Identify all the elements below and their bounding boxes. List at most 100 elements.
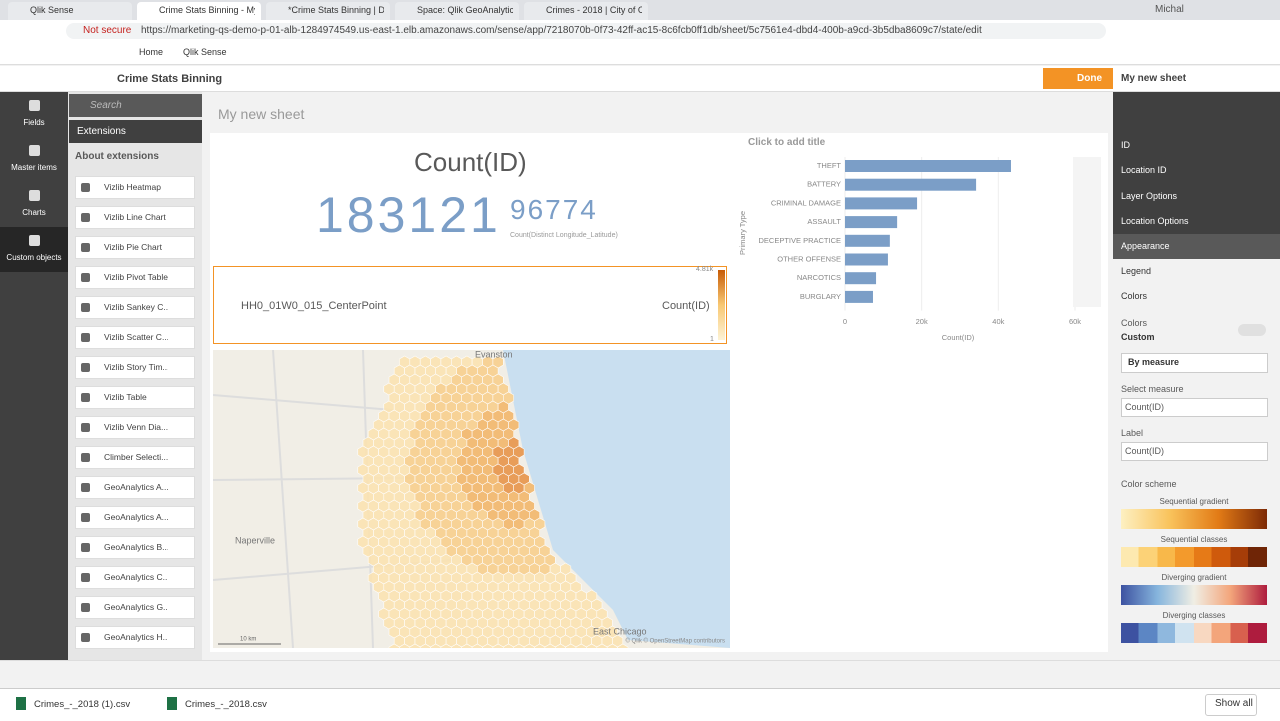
asset-item[interactable] [75,446,195,469]
colors-toggle[interactable] [1238,324,1266,336]
kpi-secondary: 96774 [510,194,598,225]
legend-measure: Count(ID) [662,300,710,312]
label-value: Count(ID) [1125,446,1165,456]
browser-tab[interactable] [524,2,648,20]
url: https://marketing-qs-demo-p-01-alb-12849… [141,25,982,36]
bar-title[interactable]: Click to add title [748,137,826,148]
category-label: ASSAULT [807,217,841,226]
colors-value: Custom [1121,332,1155,342]
label-input[interactable] [1121,442,1268,461]
sheet-name: My new sheet [1121,73,1187,84]
nav-label[interactable]: Custom objects [6,253,62,262]
asset-label: GeoAnalytics G... [104,602,168,612]
security-label: Not secure [83,25,132,36]
nav-active [0,227,68,272]
legend-layer: HH0_01W0_015_CenterPoint [241,300,387,312]
legend-gradient [718,270,725,340]
property-section[interactable]: Location Options [1121,215,1189,226]
asset-item[interactable] [75,206,195,229]
scheme-name: Diverging gradient [1161,573,1227,582]
asset-item[interactable] [75,566,195,589]
browser-tab[interactable] [266,2,390,20]
bookmark[interactable]: Qlik Sense [183,47,227,57]
scheme-name: Sequential gradient [1159,497,1229,506]
scheme-ramp[interactable] [1121,623,1267,643]
color-mode: By measure [1128,357,1180,367]
map-label: Naperville [235,535,275,545]
omnibox[interactable] [66,23,1106,39]
property-section[interactable]: ID [1121,140,1130,150]
done-button[interactable] [1043,68,1113,89]
asset-item[interactable] [75,386,195,409]
legend-frame[interactable] [213,266,727,344]
asset-item[interactable] [75,236,195,259]
user-name: Michal [1155,4,1184,15]
roads [213,350,454,648]
search-box[interactable] [69,94,202,117]
section-header[interactable] [69,120,202,143]
browser-tab[interactable] [137,2,261,20]
bookmark[interactable]: Home [139,47,164,57]
asset-item[interactable] [75,536,195,559]
app-name: Crime Stats Binning [117,73,223,85]
legend-max: 4.81k [696,266,714,273]
map-label: Evanston [475,350,513,359]
asset-icon [81,453,90,462]
nav-label[interactable]: Fields [23,118,45,127]
asset-item[interactable] [75,416,195,439]
browser-tab[interactable] [395,2,519,20]
asset-item[interactable] [75,176,195,199]
section-title: Extensions [77,126,126,137]
property-section[interactable]: Location ID [1121,165,1167,176]
attribution: © Qlik © OpenStreetMap contributors [625,638,725,645]
scheme-ramp[interactable] [1121,509,1267,529]
asset-label: GeoAnalytics A... [104,482,168,492]
x-tick-label: 0 [843,317,847,326]
nav-label[interactable]: Charts [22,208,46,217]
sheet-title: My new sheet [218,106,305,122]
nav-label[interactable]: Master items [11,163,57,172]
scheme-ramp[interactable] [1121,585,1267,605]
property-section[interactable]: Layer Options [1121,190,1178,201]
nav-icon [29,235,40,246]
scheme-ramp[interactable] [1121,547,1267,567]
category-label: CRIMINAL DAMAGE [771,198,841,207]
asset-label: Vizlib Scatter C... [104,332,168,342]
asset-item[interactable] [75,506,195,529]
asset-item[interactable] [75,266,195,289]
lake [503,350,730,648]
bar [845,272,877,285]
asset-icon [81,393,90,402]
browser-tab[interactable] [8,2,132,20]
property-section[interactable]: Appearance [1121,241,1170,252]
bar [845,178,977,191]
asset-item[interactable] [75,296,195,319]
asset-item[interactable] [75,596,195,619]
hex-bin [617,643,629,648]
x-tick-label: 40k [992,317,1004,326]
asset-icon [81,333,90,342]
download-file[interactable]: Crimes_-_2018 (1).csv [34,699,131,710]
download-file[interactable]: Crimes_-_2018.csv [185,699,267,710]
map[interactable]: Evanston Naperville East Chicago 10 km © Qli… [213,350,730,648]
asset-icon [81,183,90,192]
show-all-button[interactable] [1205,694,1257,716]
measure-input[interactable] [1121,398,1268,417]
asset-label: GeoAnalytics H... [104,632,168,642]
colors-section[interactable]: Colors [1121,291,1148,301]
scrollbar [1073,157,1101,307]
properties-header [1113,92,1280,259]
asset-icon [81,543,90,552]
color-mode-dropdown[interactable] [1121,353,1268,373]
asset-item[interactable] [75,476,195,499]
asset-label: Vizlib Story Tim... [104,362,168,372]
category-label: NARCOTICS [797,273,841,282]
asset-icon [81,483,90,492]
asset-item[interactable] [75,626,195,649]
asset-item[interactable] [75,326,195,349]
legend-section[interactable]: Legend [1121,266,1152,276]
kpi-value: 183121 [316,187,501,243]
bar-chart[interactable]: 0 20k 40k 60k THEFT BATTERY CRIMINAL DAMAGE ASS… [733,135,1103,347]
bar [845,160,1011,172]
asset-item[interactable] [75,356,195,379]
